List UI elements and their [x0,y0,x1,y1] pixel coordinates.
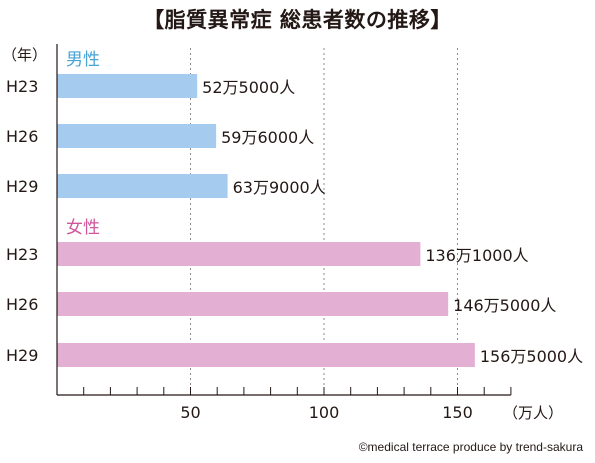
bar [57,74,198,98]
series-label: 女性 [66,218,100,238]
bar [57,343,475,367]
x-tick-label: 50 [180,403,200,422]
bar [57,292,449,316]
y-category-label: H29 [6,177,38,196]
bar [57,124,217,148]
y-category-label: H26 [6,127,38,146]
data-label: 146万5000人 [453,296,556,315]
y-category-label: H29 [6,346,38,365]
data-label: 59万6000人 [221,128,314,147]
series-label: 男性 [66,50,100,70]
y-category-label: H26 [6,295,38,314]
data-label: 52万5000人 [202,78,295,97]
chart-title: 【脂質異常症 総患者数の推移】 [143,8,452,32]
data-label: 156万5000人 [480,347,583,366]
credit-text: ©medical terrace produce by trend-sakura [358,440,583,454]
y-category-label: H23 [6,245,38,264]
bar [57,242,421,266]
data-label: 136万1000人 [425,246,528,265]
y-category-label: H23 [6,77,38,96]
data-label: 63万9000人 [233,178,326,197]
x-axis-unit: （万人） [503,404,564,422]
bar [57,174,228,198]
x-tick-label: 150 [442,403,473,422]
y-axis-unit: （年） [2,46,48,64]
x-tick-label: 100 [309,403,340,422]
